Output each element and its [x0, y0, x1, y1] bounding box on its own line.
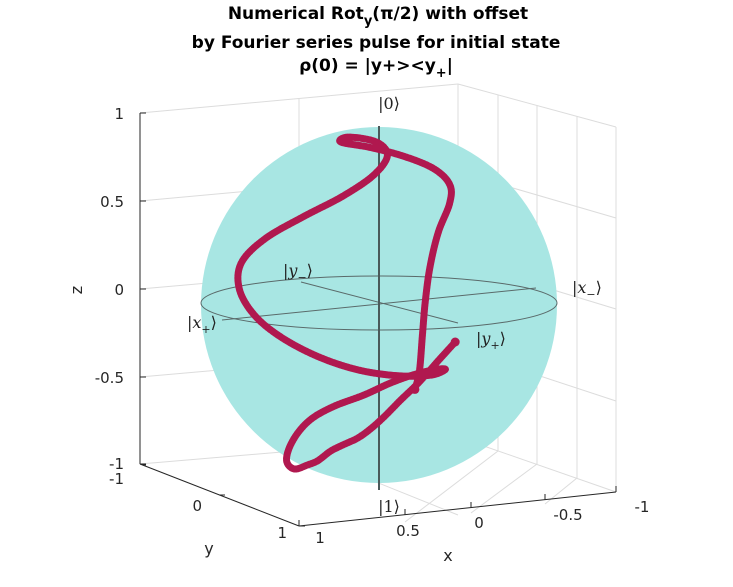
trajectory-point: [262, 236, 268, 242]
floor-grid-x-m0.5: [544, 477, 578, 505]
floor-grid-x-0: [470, 463, 538, 514]
trajectory-point: [433, 366, 439, 372]
trajectory-point: [416, 380, 422, 386]
x-tick-label-m0.5: -0.5: [553, 506, 582, 524]
trajectory-point: [367, 426, 373, 432]
trajectory-point: [238, 260, 244, 266]
trajectory-point: [292, 466, 297, 472]
trajectory-point: [387, 380, 393, 386]
ket-zero-label: |0⟩: [378, 94, 400, 113]
y-tick-label-0: 0: [192, 497, 202, 515]
trajectory-point: [310, 415, 316, 421]
y-tick-m1: [139, 463, 147, 466]
trajectory-point: [305, 462, 311, 468]
trajectory-point: [447, 200, 453, 206]
trajectory-point: [428, 372, 434, 378]
trajectory-point: [412, 371, 418, 377]
trajectory-point: [332, 403, 338, 409]
trajectory-point: [327, 449, 333, 454]
z-tick-labels: 1 0.5 0 -0.5 -1: [95, 105, 124, 473]
z-tick-label-m1: -1: [109, 455, 124, 473]
ket-one-label: |1⟩: [378, 497, 400, 516]
back-edge-top-right: [457, 83, 617, 128]
y-axis-label: y: [204, 539, 213, 558]
title-line-2: by Fourier series pulse for initial stat…: [192, 33, 561, 53]
trajectory-point: [315, 458, 321, 464]
trajectory-point: [417, 368, 422, 374]
trajectory-point: [402, 154, 408, 160]
x-tick-label-0: 0: [474, 514, 484, 532]
trajectory-point: [356, 367, 362, 373]
floor-grid-x-0.5: [404, 450, 499, 523]
trajectory-point: [371, 172, 377, 178]
trajectory-point: [301, 214, 307, 219]
trajectory-point: [338, 139, 344, 145]
trajectory-point: [435, 358, 441, 364]
trajectory-point: [355, 435, 361, 441]
y-tick-labels: -1 0 1: [109, 470, 287, 542]
trajectory-point: [381, 414, 387, 420]
trajectory-end-point: [410, 384, 420, 394]
ket-y-minus-label: |y−⟩: [283, 261, 313, 284]
back-edge-top-left: [139, 83, 459, 114]
z-tick-label-1: 1: [114, 105, 124, 123]
trajectory-point: [368, 145, 373, 150]
trajectory-point: [237, 287, 242, 293]
z-tick-label-m0.5: -0.5: [95, 369, 124, 387]
trajectory-point: [374, 139, 379, 145]
ket-x-plus-label: |x+⟩: [187, 313, 217, 336]
trajectory-point: [346, 134, 352, 140]
trajectory-point: [340, 193, 346, 199]
trajectory-point: [398, 397, 404, 403]
front-axes: [139, 112, 617, 527]
ket-y-plus-label: |y+⟩: [476, 329, 506, 352]
trajectory-start-point: [450, 337, 460, 347]
trajectory-point: [317, 355, 323, 361]
title-line-3: ρ(0) = |y+><y+|: [299, 56, 453, 81]
trajectory-point: [395, 373, 401, 379]
trajectory-point: [431, 166, 437, 172]
z-tick-label-0.5: 0.5: [100, 193, 124, 211]
trajectory-point: [361, 392, 367, 398]
y-tick-label-1: 1: [277, 524, 287, 542]
trajectory-point: [420, 331, 425, 337]
ket-labels: |0⟩ |1⟩ |x+⟩ |x−⟩ |y−⟩ |y+⟩: [187, 94, 602, 516]
x-tick-label-1: 1: [315, 529, 325, 547]
trajectory-point: [284, 459, 290, 465]
x-axis-label: x: [443, 546, 452, 565]
trajectory: [234, 133, 460, 473]
trajectory-point: [427, 262, 433, 268]
x-tick-label-m1: -1: [635, 498, 650, 516]
chart-title: Numerical Roty(π/2) with offset by Fouri…: [192, 4, 561, 81]
ket-x-minus-label: |x−⟩: [572, 278, 602, 301]
trajectory-point: [384, 153, 390, 158]
trajectory-point: [447, 182, 453, 188]
y-tick-label-m1: -1: [109, 470, 124, 488]
z-axis-label: z: [67, 286, 86, 294]
z-tick-label-0: 0: [114, 281, 124, 299]
trajectory-point: [286, 445, 292, 451]
trajectory-point: [252, 313, 258, 319]
trajectory-point: [442, 367, 448, 372]
x-axis-line: [298, 491, 617, 527]
trajectory-point: [280, 335, 286, 341]
trajectory-point: [335, 444, 341, 450]
title-line-1: Numerical Roty(π/2) with offset: [228, 4, 528, 29]
trajectory-point: [423, 296, 429, 302]
x-tick-labels: 1 0.5 0 -0.5 -1: [315, 498, 649, 547]
x-tick-label-0.5: 0.5: [396, 522, 420, 540]
trajectory-point: [345, 440, 351, 446]
trajectory-point: [296, 429, 302, 435]
trajectory-point: [435, 229, 441, 235]
